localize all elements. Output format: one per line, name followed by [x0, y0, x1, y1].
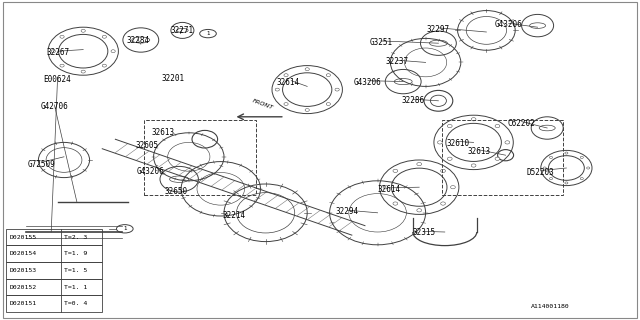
Ellipse shape [543, 167, 546, 169]
Text: 1: 1 [206, 31, 210, 36]
Text: 32237: 32237 [385, 57, 408, 66]
Ellipse shape [305, 108, 309, 111]
Text: G42706: G42706 [40, 102, 68, 111]
Text: 32605: 32605 [136, 141, 159, 150]
Text: D020152: D020152 [10, 284, 36, 290]
Text: 32614: 32614 [276, 78, 300, 87]
Text: T=1. 9: T=1. 9 [64, 251, 87, 256]
Ellipse shape [441, 169, 445, 172]
Ellipse shape [565, 152, 568, 154]
Text: T=1. 5: T=1. 5 [64, 268, 87, 273]
Text: 32271: 32271 [171, 26, 194, 35]
Text: E00624: E00624 [44, 75, 72, 84]
Text: 32610: 32610 [446, 139, 469, 148]
Text: 1: 1 [123, 226, 127, 231]
Text: 32650: 32650 [164, 187, 188, 196]
Text: C62202: C62202 [508, 119, 536, 128]
Bar [6, 295, 102, 312]
Text: 32284: 32284 [126, 36, 149, 45]
Ellipse shape [275, 88, 280, 91]
Ellipse shape [393, 169, 397, 172]
Text: 32315: 32315 [412, 228, 435, 237]
Ellipse shape [447, 157, 452, 160]
Text: T=2. 3: T=2. 3 [64, 235, 87, 240]
Text: 32614: 32614 [378, 185, 401, 194]
Text: G43206: G43206 [495, 20, 523, 29]
Ellipse shape [550, 178, 552, 180]
Ellipse shape [495, 124, 500, 128]
Ellipse shape [471, 164, 476, 167]
Ellipse shape [305, 68, 309, 71]
Ellipse shape [335, 88, 339, 91]
Text: 32297: 32297 [427, 25, 450, 34]
Ellipse shape [417, 209, 422, 212]
Ellipse shape [441, 202, 445, 205]
Text: G3251: G3251 [369, 38, 392, 47]
Ellipse shape [81, 29, 85, 32]
Text: G43206: G43206 [136, 167, 164, 176]
Ellipse shape [495, 157, 500, 160]
Ellipse shape [565, 182, 568, 184]
Text: 32294: 32294 [336, 207, 359, 216]
Ellipse shape [326, 74, 330, 76]
Ellipse shape [580, 156, 583, 158]
Text: G43206: G43206 [354, 78, 382, 87]
Bar [144, 120, 256, 195]
Text: 32214: 32214 [222, 211, 245, 220]
Ellipse shape [417, 163, 422, 166]
Ellipse shape [393, 202, 397, 205]
Ellipse shape [550, 156, 552, 158]
Ellipse shape [438, 141, 442, 144]
Ellipse shape [60, 35, 64, 38]
Text: A114001180: A114001180 [531, 304, 570, 309]
Ellipse shape [587, 167, 589, 169]
Text: 32201: 32201 [161, 74, 184, 83]
Ellipse shape [284, 74, 288, 76]
Text: D020154: D020154 [10, 251, 36, 256]
Text: FRONT: FRONT [251, 98, 274, 110]
Ellipse shape [81, 70, 85, 73]
Ellipse shape [505, 141, 509, 144]
Ellipse shape [102, 64, 106, 67]
Bar [6, 229, 102, 245]
Text: 32267: 32267 [46, 48, 69, 57]
Ellipse shape [451, 186, 455, 189]
Text: T=0. 4: T=0. 4 [64, 301, 87, 306]
Bar [6, 245, 102, 262]
Bar [6, 279, 102, 295]
Text: D52203: D52203 [527, 168, 555, 177]
Ellipse shape [580, 178, 583, 180]
Ellipse shape [51, 50, 56, 53]
Text: 32613: 32613 [467, 147, 490, 156]
Ellipse shape [326, 103, 330, 106]
Text: D020151: D020151 [10, 301, 36, 306]
Text: 32286: 32286 [401, 96, 424, 105]
Bar [442, 120, 563, 195]
Ellipse shape [471, 118, 476, 121]
Ellipse shape [447, 124, 452, 128]
Text: G72509: G72509 [28, 160, 56, 169]
Text: T=1. 1: T=1. 1 [64, 284, 87, 290]
Text: 32613: 32613 [152, 128, 175, 137]
Ellipse shape [284, 103, 288, 106]
Ellipse shape [60, 64, 64, 67]
Text: D020155: D020155 [10, 235, 36, 240]
Ellipse shape [102, 35, 106, 38]
Bar [6, 262, 102, 279]
Text: D020153: D020153 [10, 268, 36, 273]
Ellipse shape [383, 186, 388, 189]
Ellipse shape [111, 50, 115, 53]
